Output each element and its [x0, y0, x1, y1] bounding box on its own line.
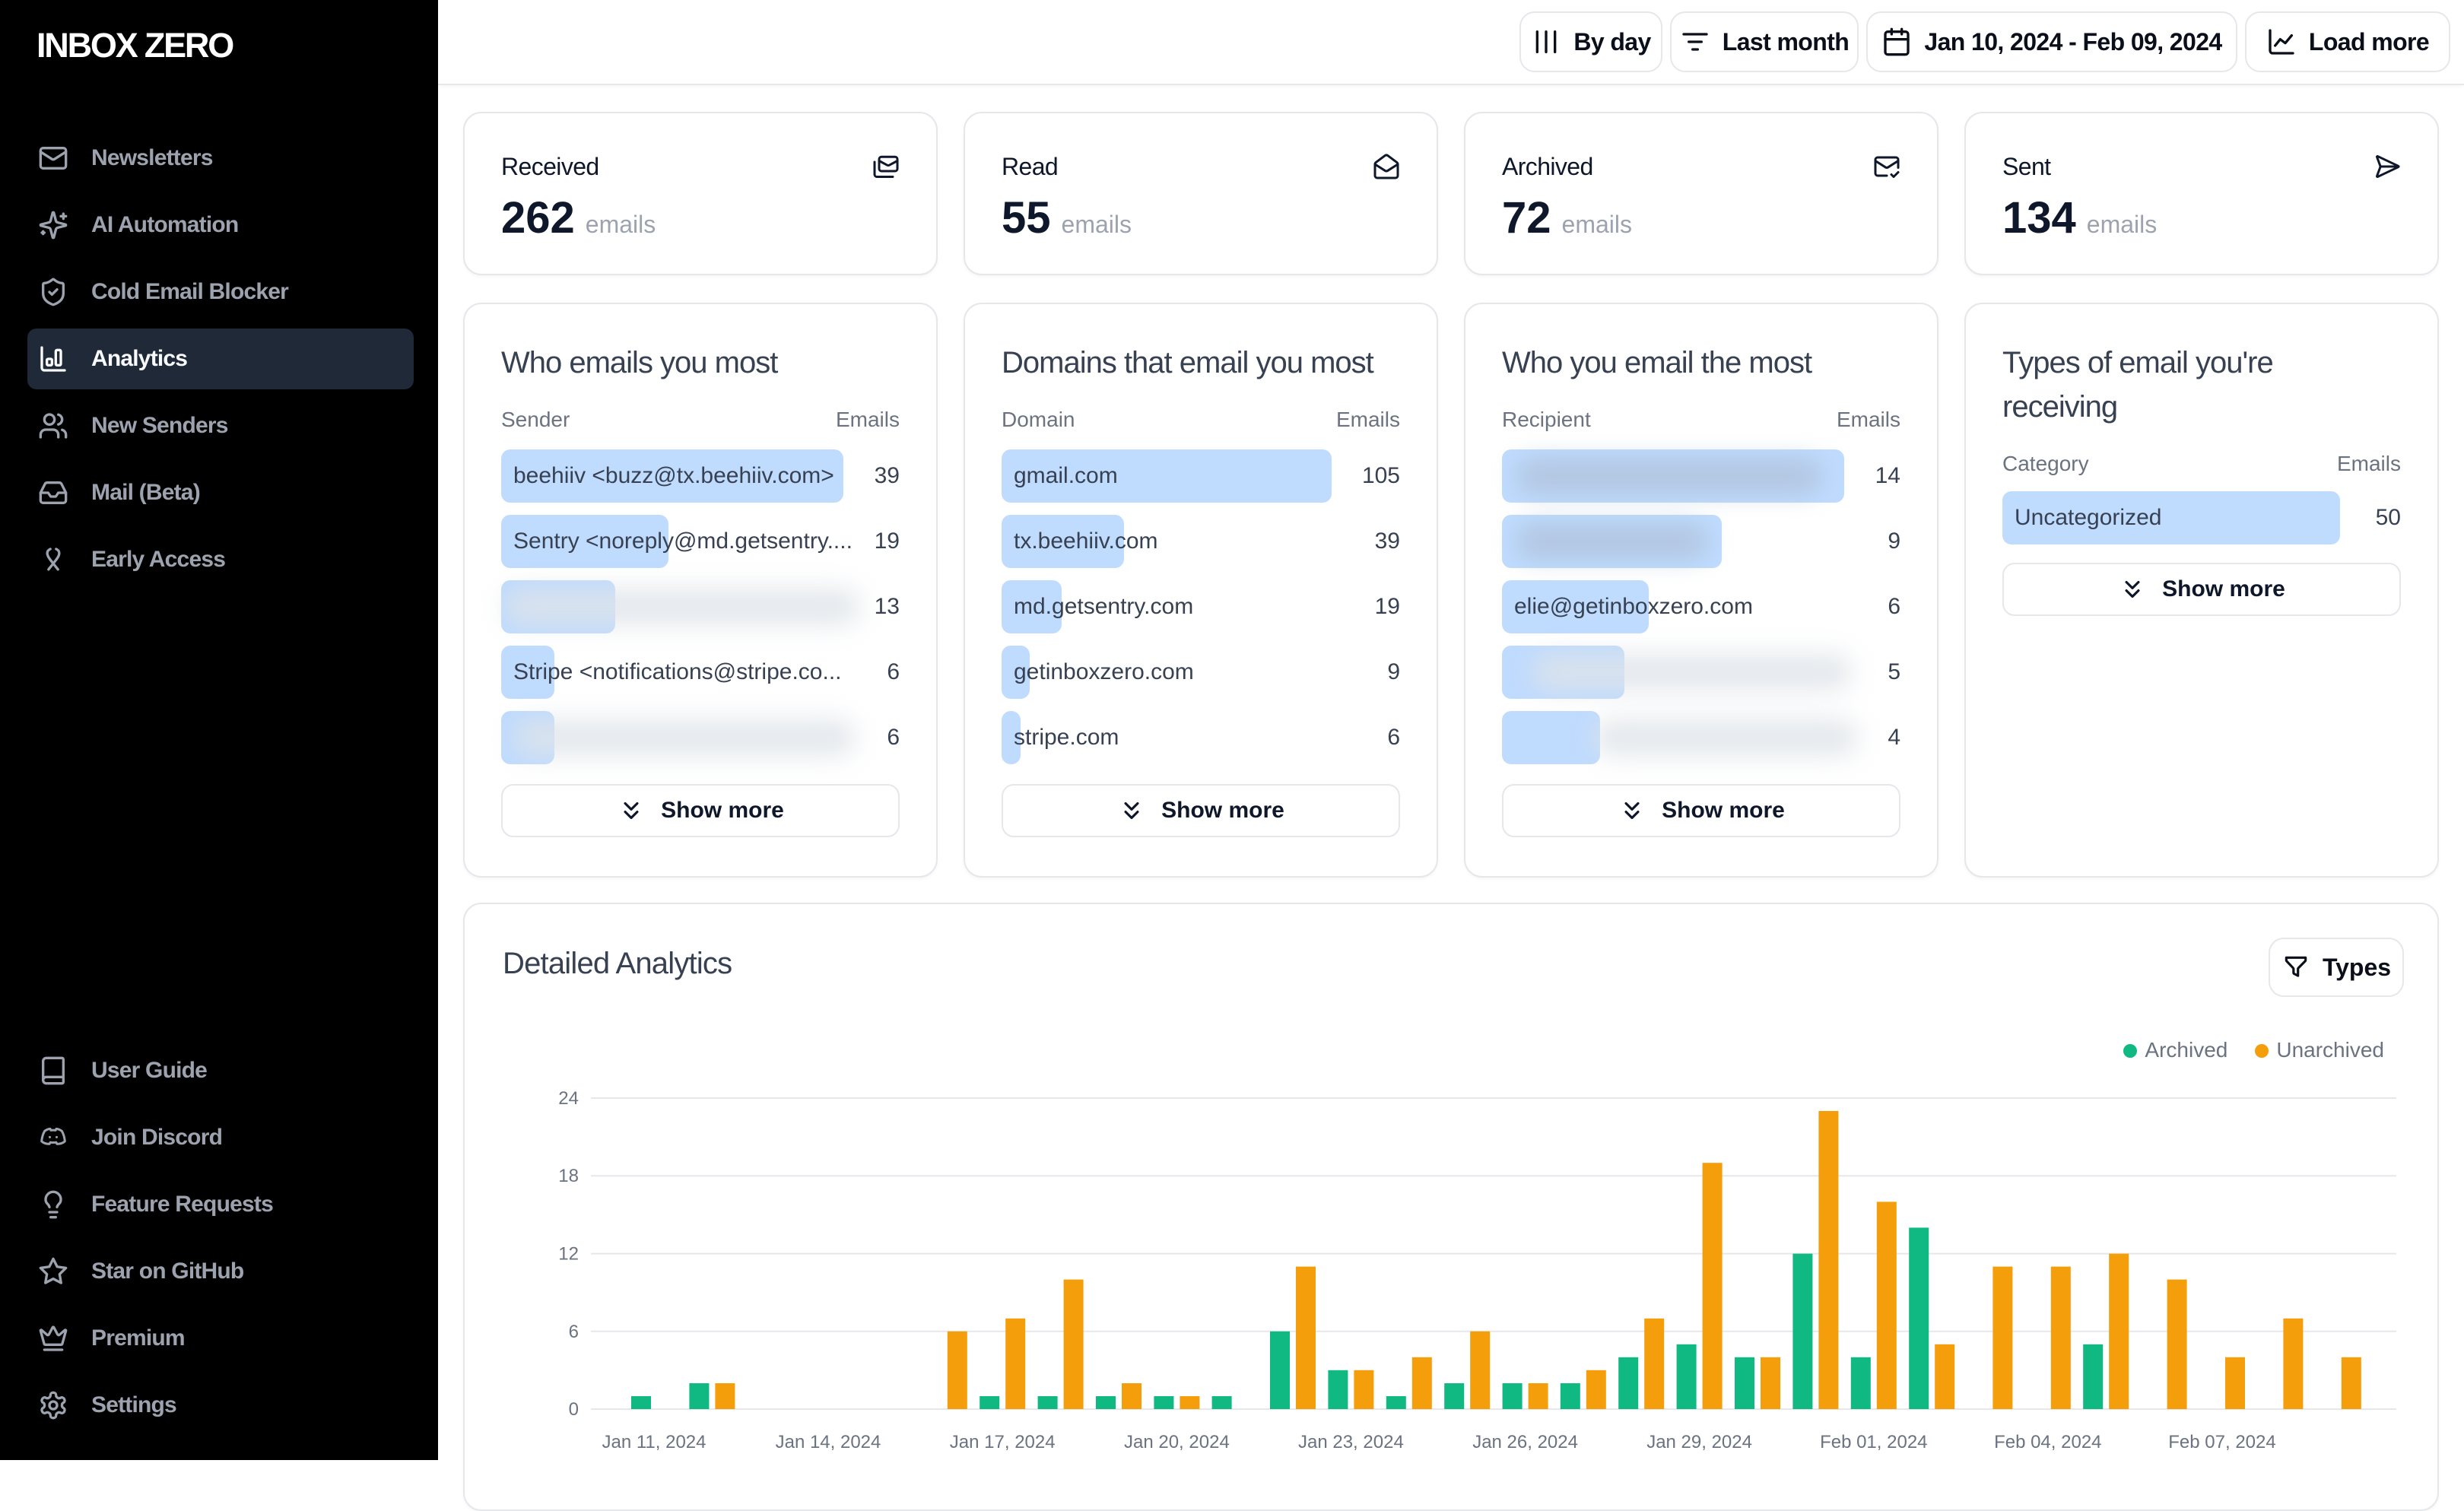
svg-text:Feb 04, 2024: Feb 04, 2024 — [1994, 1432, 2101, 1452]
svg-text:Jan 20, 2024: Jan 20, 2024 — [1124, 1432, 1230, 1452]
svg-text:Jan 14, 2024: Jan 14, 2024 — [776, 1432, 881, 1452]
svg-text:Feb 07, 2024: Feb 07, 2024 — [2168, 1432, 2275, 1452]
svg-text:Jan 23, 2024: Jan 23, 2024 — [1298, 1432, 1404, 1452]
svg-text:24: 24 — [558, 1088, 579, 1109]
svg-text:Jan 29, 2024: Jan 29, 2024 — [1646, 1432, 1752, 1452]
svg-text:0: 0 — [569, 1399, 579, 1420]
svg-text:Jan 17, 2024: Jan 17, 2024 — [950, 1432, 1056, 1452]
svg-text:12: 12 — [558, 1244, 579, 1265]
svg-text:6: 6 — [569, 1322, 579, 1342]
svg-text:Feb 01, 2024: Feb 01, 2024 — [1820, 1432, 1927, 1452]
svg-text:Jan 11, 2024: Jan 11, 2024 — [602, 1432, 706, 1452]
svg-text:18: 18 — [558, 1166, 579, 1186]
svg-text:Jan 26, 2024: Jan 26, 2024 — [1472, 1432, 1578, 1452]
